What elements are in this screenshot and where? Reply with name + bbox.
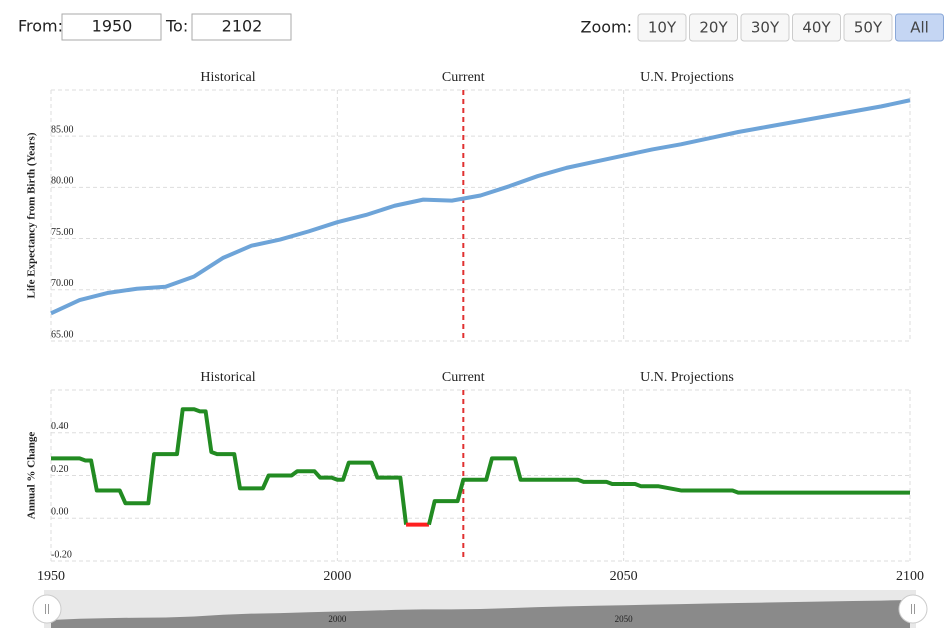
series-line	[50, 98, 911, 316]
from-input-box[interactable]	[61, 13, 162, 41]
zoom-button[interactable]	[843, 13, 893, 42]
zoom-button[interactable]	[895, 13, 944, 42]
zoom-button[interactable]	[637, 13, 687, 42]
y-tick-label: 0.00	[51, 507, 69, 518]
navigator-tick-label: 2000	[328, 614, 347, 624]
y-tick-label: 85.00	[51, 124, 74, 135]
annotation: Historical	[200, 70, 255, 85]
y-tick-label: 70.00	[51, 278, 74, 289]
series-line	[427, 456, 910, 526]
annotation: Current	[442, 70, 485, 85]
zoom-button-label[interactable]: 50Y	[854, 19, 883, 37]
y-axis-label: Life Expectancy from Birth (Years)	[26, 132, 38, 298]
from-input[interactable]: 1950	[92, 17, 133, 36]
zoom-button-label[interactable]: 10Y	[648, 19, 677, 37]
navigator-area	[51, 600, 910, 628]
annotation: U.N. Projections	[640, 370, 734, 385]
zoom-button[interactable]	[792, 13, 841, 42]
annotation: Current	[442, 370, 485, 385]
annotation: Historical	[200, 370, 255, 385]
annotation: U.N. Projections	[640, 70, 734, 85]
y-tick-label: 0.20	[51, 464, 69, 475]
zoom-button-label[interactable]: 20Y	[699, 19, 728, 37]
navigator-handle[interactable]	[32, 594, 62, 624]
y-tick-label: -0.20	[51, 549, 72, 560]
x-tick-label: 2050	[610, 569, 638, 584]
from-label: From:	[18, 17, 63, 36]
navigator-handle[interactable]	[898, 594, 928, 624]
to-label: To:	[165, 17, 188, 36]
zoom-button[interactable]	[689, 13, 738, 42]
x-tick-label: 2100	[896, 569, 924, 584]
y-axis-label: Annual % Change	[26, 432, 38, 520]
x-tick-label: 2000	[323, 569, 351, 584]
to-input-box[interactable]	[191, 13, 292, 41]
zoom-label: Zoom:	[580, 18, 632, 37]
x-tick-label: 1950	[37, 569, 65, 584]
y-tick-label: 80.00	[51, 176, 74, 187]
y-tick-label: 0.40	[51, 421, 69, 432]
y-tick-label: 65.00	[51, 329, 74, 340]
zoom-button-label[interactable]: 30Y	[751, 19, 780, 37]
to-input[interactable]: 2102	[222, 17, 263, 36]
y-tick-label: 75.00	[51, 227, 74, 238]
zoom-button-label[interactable]: All	[910, 19, 929, 37]
zoom-button-label[interactable]: 40Y	[802, 19, 831, 37]
navigator-tick-label: 2050	[615, 614, 634, 624]
zoom-button[interactable]	[740, 13, 790, 42]
series-line	[51, 407, 409, 525]
